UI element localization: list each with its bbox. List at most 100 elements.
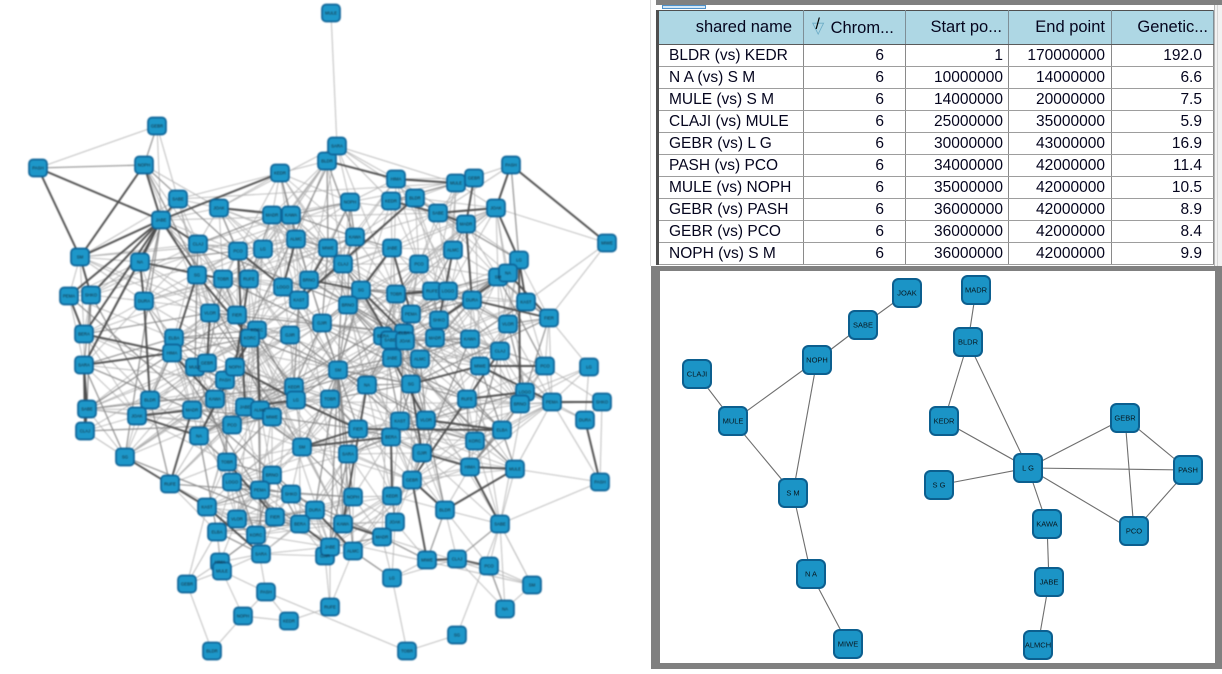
- svg-text:VLOR: VLOR: [204, 311, 216, 316]
- svg-text:NA: NA: [364, 383, 370, 388]
- svg-text:KAWA: KAWA: [349, 235, 361, 240]
- svg-text:SARA: SARA: [255, 552, 267, 557]
- svg-text:JOAK: JOAK: [897, 289, 917, 298]
- svg-text:SARA: SARA: [342, 452, 354, 457]
- svg-text:PASH: PASH: [1178, 466, 1198, 475]
- svg-text:SM: SM: [495, 275, 502, 280]
- svg-text:JOAK: JOAK: [490, 206, 501, 211]
- svg-text:CLAJ: CLAJ: [338, 262, 349, 267]
- svg-text:BRNO: BRNO: [266, 473, 279, 478]
- svg-text:BRNO: BRNO: [514, 402, 527, 407]
- svg-text:JABE: JABE: [240, 405, 251, 410]
- svg-text:NA: NA: [502, 607, 508, 612]
- svg-text:PCO: PCO: [227, 423, 237, 428]
- svg-text:N A: N A: [805, 570, 817, 579]
- svg-text:RUFE: RUFE: [426, 289, 438, 294]
- svg-text:FIER: FIER: [270, 515, 280, 520]
- svg-text:GEBR: GEBR: [468, 176, 480, 181]
- svg-text:BERA: BERA: [377, 334, 389, 339]
- svg-text:KAST: KAST: [394, 419, 406, 424]
- svg-text:FIER: FIER: [232, 313, 242, 318]
- svg-text:KEDR: KEDR: [386, 494, 398, 499]
- svg-text:RUFE: RUFE: [243, 277, 255, 282]
- svg-text:KAWA: KAWA: [285, 213, 297, 218]
- svg-text:BERA: BERA: [294, 522, 306, 527]
- svg-text:GEBR: GEBR: [181, 582, 193, 587]
- svg-text:GJIR: GJIR: [317, 321, 327, 326]
- svg-text:KAST: KAST: [201, 505, 213, 510]
- svg-text:KORC: KORC: [244, 336, 256, 341]
- svg-text:BLDR: BLDR: [958, 338, 979, 347]
- svg-text:KORC: KORC: [469, 439, 481, 444]
- svg-text:HIMA: HIMA: [167, 351, 178, 356]
- svg-text:ELBA: ELBA: [212, 530, 223, 535]
- svg-text:LG: LG: [516, 258, 522, 263]
- svg-text:CLAJ: CLAJ: [452, 557, 463, 562]
- svg-text:GJIR: GJIR: [285, 333, 295, 338]
- svg-text:KAWA: KAWA: [464, 337, 476, 342]
- svg-text:TOBR: TOBR: [221, 460, 233, 465]
- svg-text:SABE: SABE: [494, 522, 506, 527]
- svg-text:PASH: PASH: [32, 166, 43, 171]
- svg-text:DURA: DURA: [138, 299, 150, 304]
- svg-text:JABE: JABE: [156, 218, 167, 223]
- svg-text:BLDR: BLDR: [144, 398, 155, 403]
- svg-text:SG: SG: [408, 382, 415, 387]
- svg-text:LG: LG: [586, 365, 592, 370]
- svg-text:ELBA: ELBA: [497, 428, 508, 433]
- svg-text:CLAJ: CLAJ: [193, 242, 204, 247]
- svg-text:SG: SG: [122, 455, 129, 460]
- svg-text:MIWE: MIWE: [474, 364, 486, 369]
- svg-text:MIWE: MIWE: [322, 246, 334, 251]
- svg-text:MADR: MADR: [965, 286, 988, 295]
- svg-text:SM: SM: [299, 445, 306, 450]
- svg-text:PCO: PCO: [540, 364, 550, 369]
- svg-text:SHKO: SHKO: [85, 293, 98, 298]
- svg-text:JABE: JABE: [387, 246, 398, 251]
- svg-text:TOBR: TOBR: [324, 397, 336, 402]
- svg-text:MULE: MULE: [450, 181, 462, 186]
- svg-text:SABE: SABE: [853, 321, 873, 330]
- svg-text:MADR: MADR: [186, 408, 199, 413]
- svg-text:LG: LG: [293, 398, 299, 403]
- svg-text:PEMA: PEMA: [254, 488, 266, 493]
- svg-text:ELBA: ELBA: [399, 331, 410, 336]
- svg-text:L G: L G: [1022, 464, 1034, 473]
- svg-text:DURA: DURA: [579, 418, 591, 423]
- svg-text:NOPH: NOPH: [806, 356, 828, 365]
- svg-text:RUFE: RUFE: [164, 482, 176, 487]
- svg-text:RUFE: RUFE: [324, 605, 336, 610]
- svg-text:MADR: MADR: [266, 213, 279, 218]
- svg-text:MULE: MULE: [216, 569, 228, 574]
- svg-text:SABE: SABE: [81, 407, 93, 412]
- svg-text:BRNO: BRNO: [342, 303, 355, 308]
- svg-text:KEDR: KEDR: [283, 619, 295, 624]
- svg-text:KEDR: KEDR: [274, 171, 286, 176]
- svg-text:MADR: MADR: [460, 222, 473, 227]
- svg-text:SM: SM: [529, 583, 536, 588]
- svg-text:JABE: JABE: [325, 545, 336, 550]
- svg-text:TOBR: TOBR: [401, 649, 413, 654]
- svg-text:MIWE: MIWE: [838, 640, 858, 649]
- svg-text:HIMA: HIMA: [391, 177, 402, 182]
- svg-text:LOGO: LOGO: [442, 289, 455, 294]
- svg-text:BLDR: BLDR: [321, 159, 332, 164]
- svg-text:GJIR: GJIR: [320, 554, 330, 559]
- svg-text:FIER: FIER: [544, 316, 554, 321]
- svg-text:NOPH: NOPH: [138, 163, 150, 168]
- svg-text:PCO: PCO: [233, 249, 243, 254]
- svg-text:MULE: MULE: [723, 417, 744, 426]
- svg-text:PCO: PCO: [414, 262, 424, 267]
- svg-text:FIER: FIER: [353, 427, 363, 432]
- svg-text:KAWA: KAWA: [209, 397, 221, 402]
- svg-text:KORC: KORC: [251, 328, 263, 333]
- svg-text:SABE: SABE: [172, 197, 184, 202]
- svg-text:GEBR: GEBR: [406, 478, 418, 483]
- svg-text:MIWE: MIWE: [601, 241, 613, 246]
- svg-text:JOAK: JOAK: [131, 414, 142, 419]
- svg-text:VLOR: VLOR: [420, 418, 432, 423]
- svg-text:RUFE: RUFE: [461, 397, 473, 402]
- svg-text:GEBR: GEBR: [1114, 414, 1136, 423]
- svg-text:SHKO: SHKO: [285, 492, 298, 497]
- svg-text:SG: SG: [194, 273, 201, 278]
